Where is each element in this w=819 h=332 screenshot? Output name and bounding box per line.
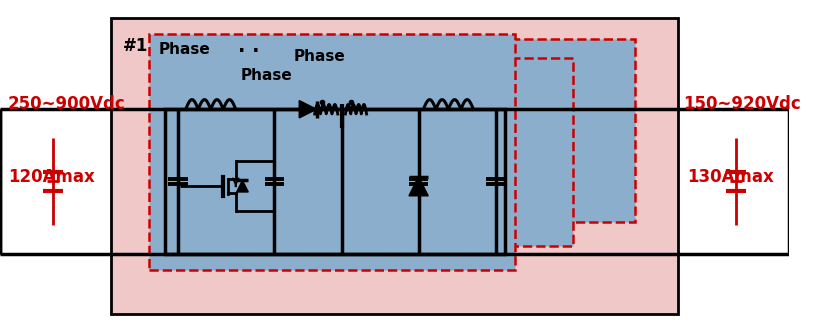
- Text: 120Amax: 120Amax: [7, 168, 94, 186]
- Polygon shape: [299, 101, 316, 118]
- Text: Phase: Phase: [240, 68, 292, 83]
- Text: Phase: Phase: [293, 48, 345, 64]
- Text: #1: #1: [123, 37, 148, 55]
- Polygon shape: [237, 180, 248, 192]
- Bar: [231, 58, 572, 246]
- Bar: [111, 18, 677, 314]
- Polygon shape: [409, 177, 428, 196]
- Text: Phase: Phase: [159, 42, 210, 57]
- Bar: [283, 39, 634, 222]
- Text: 250~900Vdc: 250~900Vdc: [7, 95, 125, 114]
- Text: 130Amax: 130Amax: [686, 168, 773, 186]
- Bar: [165, 109, 505, 254]
- Text: · ·: · ·: [238, 42, 259, 61]
- Text: 150~920Vdc: 150~920Vdc: [682, 95, 800, 114]
- Bar: [149, 34, 514, 270]
